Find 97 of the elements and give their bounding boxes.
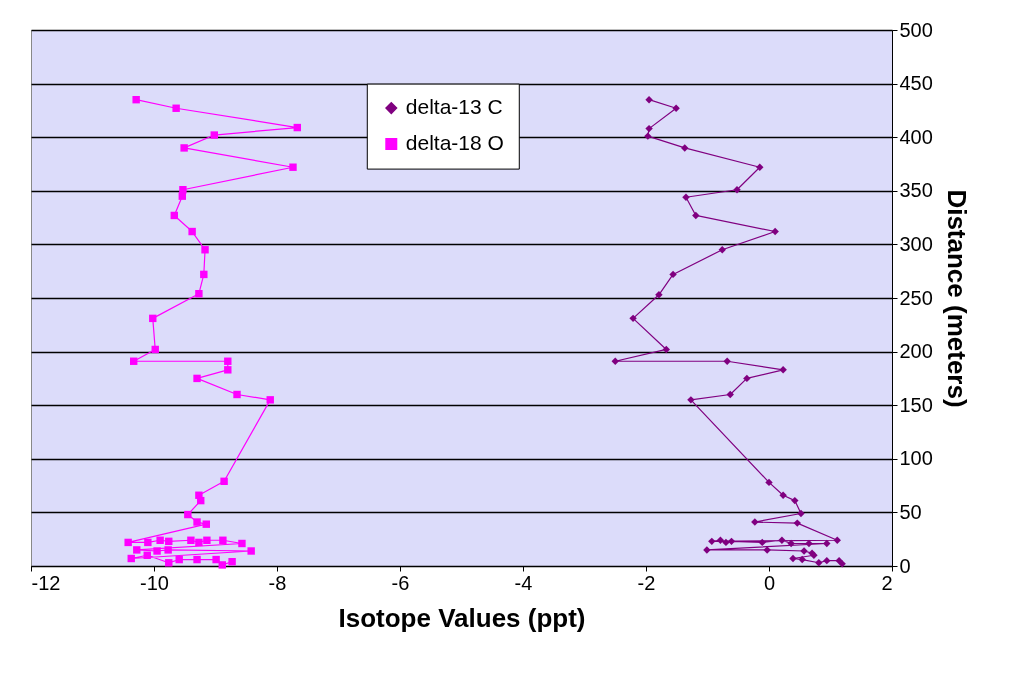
point [789,554,797,563]
point [833,536,841,544]
point [203,536,211,544]
x-tick-label: -10 [140,571,169,594]
point [681,144,689,152]
point [645,124,653,133]
point [718,246,726,254]
point [202,520,210,528]
point [669,270,677,279]
x-tick-label: -12 [31,571,61,594]
point [193,374,201,383]
point [266,396,274,404]
point [723,357,731,365]
point [793,519,801,527]
point [164,546,172,554]
point [771,227,779,236]
x-axis-title: Isotope Values (ppt) [338,602,586,633]
point [756,163,764,171]
point [153,547,161,555]
point [791,496,799,505]
point [726,390,734,399]
point [662,345,670,354]
point [823,539,831,548]
y-tick-label: 200 [899,340,933,363]
point [645,95,653,104]
point [743,374,751,383]
point [195,290,203,298]
point [188,227,196,236]
point [144,538,152,547]
point [787,539,795,548]
legend-label: delta-18 O [405,131,504,155]
y-tick-label: 0 [899,554,911,577]
point [220,477,228,486]
y-tick-label: 350 [899,179,933,202]
point [201,246,209,254]
y-tick-label: 150 [899,393,933,416]
point [687,396,695,404]
legend-label: delta-13 C [405,95,503,119]
point [815,559,823,567]
y-tick-label: 100 [899,447,933,470]
point [133,546,141,554]
y-tick-label: 250 [899,286,933,309]
point [797,509,805,518]
point [758,538,766,547]
x-tick-label: -4 [514,571,533,594]
y-tick-label: 450 [899,72,933,95]
point [178,192,186,200]
point [184,510,192,519]
point [195,538,203,547]
point [722,538,730,547]
point [733,186,741,194]
point [233,390,241,399]
point [200,270,208,279]
point [727,537,736,546]
x-tick-label: 0 [763,571,776,594]
point [289,163,297,171]
point [779,491,787,499]
point [219,536,227,544]
point [172,104,180,112]
y-tick-label: 300 [899,232,933,255]
point [823,556,831,565]
point [193,518,201,526]
point [210,131,218,139]
point [692,211,700,220]
point [212,555,220,564]
point [611,357,619,365]
point [228,558,236,566]
x-tick-label: -2 [637,571,656,594]
point [124,538,132,547]
x-tick-label: 2 [881,571,893,594]
point [218,561,226,569]
point [224,357,232,365]
y-axis-title: Distance (meters) [941,189,972,408]
point [238,539,246,548]
point [778,536,786,544]
point [187,536,195,544]
point [224,366,232,374]
point [156,536,164,544]
x-tick-label: -8 [268,571,287,594]
point [672,104,680,112]
y-tick-label: 400 [899,125,933,148]
point [247,547,255,555]
point [629,314,637,323]
point [805,539,813,548]
point [838,560,846,568]
point [132,95,140,104]
point [180,144,188,152]
x-tick-label: -6 [391,571,410,594]
point [765,478,773,487]
point [798,555,806,564]
point [655,291,663,299]
y-tick-label: 50 [899,500,922,523]
point [779,366,787,374]
point [716,536,725,544]
point [708,537,716,546]
point [193,555,201,564]
y-tick-label: 500 [899,18,933,41]
